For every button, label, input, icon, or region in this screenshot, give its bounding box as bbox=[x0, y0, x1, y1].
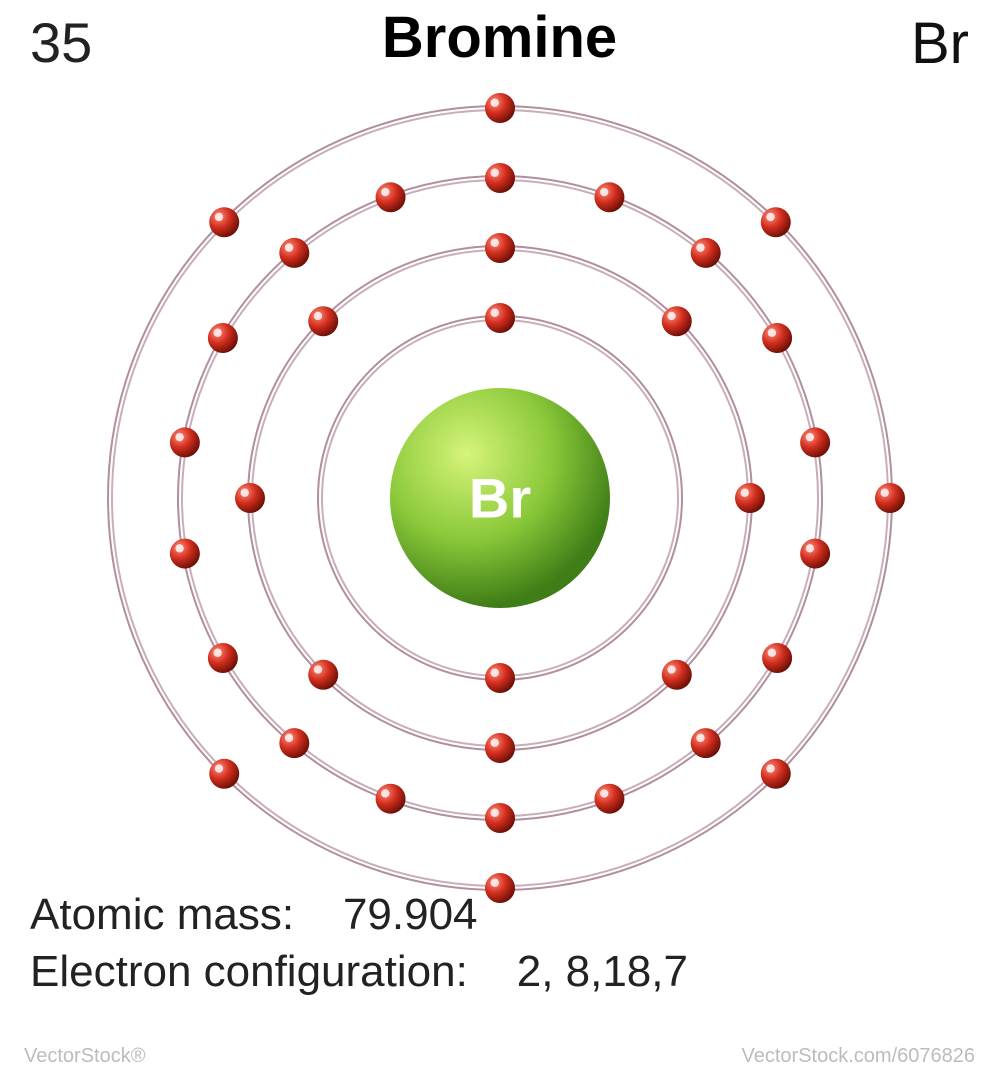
electron-highlight bbox=[490, 739, 498, 747]
electron-highlight bbox=[284, 243, 292, 251]
electron bbox=[207, 643, 237, 673]
electron bbox=[485, 663, 515, 693]
electron bbox=[485, 163, 515, 193]
electron-config-label: Electron configuration: bbox=[30, 947, 468, 996]
electron-highlight bbox=[381, 789, 389, 797]
element-name: Bromine bbox=[382, 4, 617, 71]
electron bbox=[169, 539, 199, 569]
electron-highlight bbox=[767, 649, 775, 657]
electron bbox=[308, 660, 338, 690]
electron bbox=[760, 759, 790, 789]
electron-highlight bbox=[175, 544, 183, 552]
electron-highlight bbox=[240, 489, 248, 497]
atom-diagram: Br bbox=[0, 68, 999, 928]
header: 35 Bromine Br bbox=[0, 0, 999, 77]
electron-highlight bbox=[805, 544, 813, 552]
electron bbox=[800, 539, 830, 569]
element-symbol-header: Br bbox=[911, 10, 969, 77]
electron bbox=[209, 207, 239, 237]
electron bbox=[308, 306, 338, 336]
electron-config-value: 2, 8,18,7 bbox=[517, 947, 688, 996]
electron bbox=[690, 728, 720, 758]
electron-highlight bbox=[599, 188, 607, 196]
electron bbox=[762, 323, 792, 353]
electron-highlight bbox=[175, 433, 183, 441]
electron-highlight bbox=[490, 239, 498, 247]
electron-highlight bbox=[667, 665, 675, 673]
electron-highlight bbox=[740, 489, 748, 497]
watermark-left: VectorStock® bbox=[24, 1045, 145, 1068]
electron bbox=[485, 733, 515, 763]
electron bbox=[661, 306, 691, 336]
electron bbox=[594, 182, 624, 212]
electron-highlight bbox=[490, 309, 498, 317]
electron bbox=[762, 643, 792, 673]
electron bbox=[760, 207, 790, 237]
electron bbox=[207, 323, 237, 353]
electron-highlight bbox=[381, 188, 389, 196]
atom-svg: Br bbox=[45, 68, 955, 928]
footer-info: Atomic mass: 79.904 Electron configurati… bbox=[30, 886, 688, 1000]
electron-highlight bbox=[766, 213, 774, 221]
electron-highlight bbox=[213, 329, 221, 337]
electron-highlight bbox=[490, 169, 498, 177]
nucleus-symbol: Br bbox=[468, 467, 530, 530]
electron-config-line: Electron configuration: 2, 8,18,7 bbox=[30, 943, 688, 1000]
atomic-number: 35 bbox=[30, 10, 92, 75]
electron-highlight bbox=[599, 789, 607, 797]
electron-highlight bbox=[313, 312, 321, 320]
electron-highlight bbox=[767, 329, 775, 337]
electron-highlight bbox=[490, 809, 498, 817]
electron-highlight bbox=[696, 243, 704, 251]
electron-highlight bbox=[284, 734, 292, 742]
watermark: VectorStock® VectorStock.com/6076826 bbox=[0, 1045, 999, 1068]
electron bbox=[375, 182, 405, 212]
atomic-mass-value: 79.904 bbox=[343, 890, 478, 939]
electron bbox=[661, 660, 691, 690]
electron bbox=[875, 483, 905, 513]
electron bbox=[594, 784, 624, 814]
electron-highlight bbox=[880, 489, 888, 497]
electron bbox=[485, 803, 515, 833]
electron-highlight bbox=[805, 433, 813, 441]
electron-highlight bbox=[214, 213, 222, 221]
electron bbox=[279, 728, 309, 758]
electron-highlight bbox=[766, 764, 774, 772]
electron bbox=[375, 784, 405, 814]
electron-highlight bbox=[490, 99, 498, 107]
electron-highlight bbox=[313, 665, 321, 673]
electron-highlight bbox=[490, 669, 498, 677]
watermark-right: VectorStock.com/6076826 bbox=[742, 1045, 975, 1068]
electron bbox=[735, 483, 765, 513]
electron bbox=[485, 303, 515, 333]
electron-highlight bbox=[214, 764, 222, 772]
atomic-mass-line: Atomic mass: 79.904 bbox=[30, 886, 688, 943]
electron bbox=[209, 759, 239, 789]
electron bbox=[279, 238, 309, 268]
electron bbox=[800, 427, 830, 457]
atomic-mass-label: Atomic mass: bbox=[30, 890, 294, 939]
electron-highlight bbox=[696, 734, 704, 742]
electron bbox=[169, 427, 199, 457]
electron bbox=[485, 233, 515, 263]
electron-highlight bbox=[667, 312, 675, 320]
electron-highlight bbox=[213, 649, 221, 657]
electron bbox=[485, 93, 515, 123]
electron bbox=[690, 238, 720, 268]
electron bbox=[235, 483, 265, 513]
